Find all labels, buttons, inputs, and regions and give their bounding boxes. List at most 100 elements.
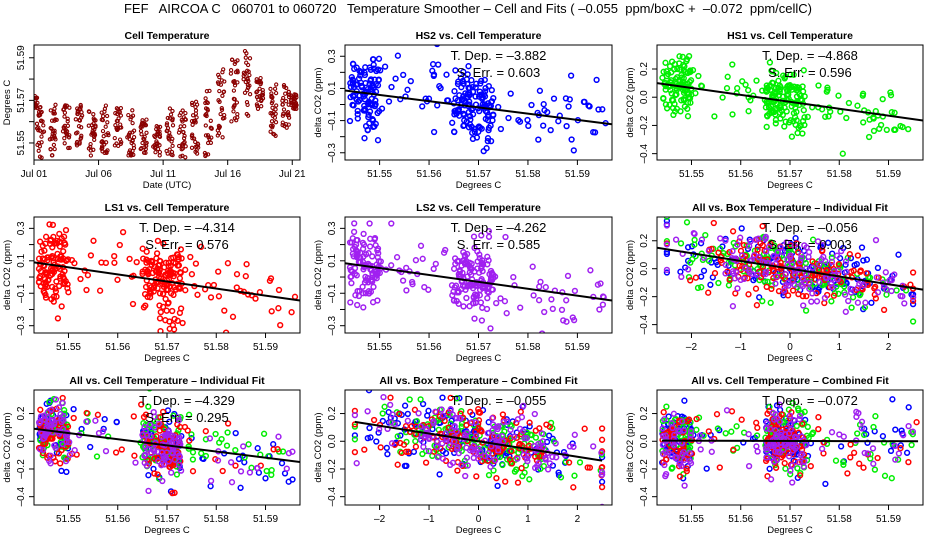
data-point bbox=[268, 86, 273, 92]
data-point bbox=[142, 451, 149, 458]
data-point bbox=[182, 124, 187, 129]
data-point bbox=[782, 271, 789, 278]
fit-annotation: S. Err. = 0.576 bbox=[145, 237, 228, 252]
data-point bbox=[369, 102, 376, 109]
x-tick-label: 51.56 bbox=[417, 169, 442, 180]
data-layer bbox=[34, 390, 300, 497]
data-point bbox=[564, 336, 569, 341]
data-point bbox=[494, 482, 501, 490]
data-point bbox=[670, 410, 678, 417]
data-point bbox=[827, 108, 834, 115]
data-point bbox=[908, 441, 915, 449]
data-point bbox=[460, 80, 467, 87]
data-point bbox=[151, 470, 158, 477]
data-point bbox=[176, 453, 183, 461]
y-tick-label: 0.3 bbox=[327, 221, 338, 235]
fit-annotation: T. Dep. = –0.055 bbox=[451, 393, 547, 408]
panel-all-vs-box-combined: All vs. Box Temperature – Combined Fit–2… bbox=[313, 375, 613, 536]
data-point bbox=[346, 117, 354, 125]
data-point bbox=[93, 453, 101, 460]
data-point bbox=[475, 124, 482, 131]
data-point bbox=[763, 123, 770, 131]
data-point bbox=[351, 264, 359, 272]
data-point bbox=[754, 424, 761, 431]
data-point bbox=[463, 454, 471, 461]
data-point bbox=[38, 248, 45, 255]
data-point bbox=[406, 396, 413, 403]
data-point bbox=[681, 87, 689, 95]
data-point bbox=[715, 249, 722, 256]
data-point bbox=[567, 72, 575, 79]
data-point bbox=[229, 57, 235, 62]
data-point bbox=[417, 423, 424, 430]
data-point bbox=[778, 411, 785, 418]
data-point bbox=[46, 221, 53, 228]
x-tick-label: –1 bbox=[423, 514, 435, 525]
data-point bbox=[187, 253, 194, 261]
data-point bbox=[766, 426, 774, 433]
data-point bbox=[499, 461, 506, 469]
data-point bbox=[460, 93, 467, 100]
data-point bbox=[243, 55, 248, 60]
data-point bbox=[354, 301, 361, 309]
data-point bbox=[581, 98, 588, 106]
data-point bbox=[856, 460, 863, 467]
data-point bbox=[48, 147, 53, 152]
data-point bbox=[430, 265, 437, 273]
data-point bbox=[401, 402, 409, 409]
data-point bbox=[668, 96, 676, 104]
data-point bbox=[67, 145, 72, 151]
data-point bbox=[772, 434, 780, 441]
x-tick-label: 51.55 bbox=[56, 514, 81, 525]
data-point bbox=[216, 81, 221, 86]
data-point bbox=[660, 409, 667, 416]
data-point bbox=[745, 87, 752, 94]
data-point bbox=[374, 82, 382, 89]
data-point bbox=[843, 114, 850, 122]
data-point bbox=[863, 256, 871, 263]
data-point bbox=[767, 476, 775, 483]
data-point bbox=[527, 431, 534, 438]
data-point bbox=[269, 119, 275, 124]
data-point bbox=[598, 483, 606, 491]
data-point bbox=[449, 411, 456, 418]
data-point bbox=[129, 114, 134, 120]
data-point bbox=[207, 294, 215, 301]
data-point bbox=[451, 128, 458, 136]
data-point bbox=[275, 433, 282, 440]
data-point bbox=[74, 143, 80, 148]
data-point bbox=[478, 317, 486, 324]
data-point bbox=[687, 428, 695, 435]
data-point bbox=[180, 119, 185, 124]
data-point bbox=[460, 122, 467, 130]
data-point bbox=[407, 77, 414, 85]
data-point bbox=[159, 477, 166, 485]
data-point bbox=[181, 129, 186, 135]
data-point bbox=[277, 321, 284, 329]
data-point bbox=[194, 291, 201, 298]
data-point bbox=[526, 423, 533, 430]
data-point bbox=[168, 112, 174, 117]
data-point bbox=[490, 111, 497, 118]
data-point bbox=[220, 135, 225, 140]
data-point bbox=[178, 124, 183, 129]
data-point bbox=[273, 90, 279, 96]
data-point bbox=[669, 424, 676, 432]
data-point bbox=[388, 262, 395, 269]
data-point bbox=[39, 134, 44, 139]
data-point bbox=[219, 105, 224, 111]
data-point bbox=[153, 150, 158, 155]
data-point bbox=[562, 458, 569, 466]
data-point bbox=[464, 80, 471, 88]
data-point bbox=[724, 73, 731, 80]
data-point bbox=[208, 118, 213, 123]
data-point bbox=[348, 279, 355, 287]
data-point bbox=[189, 100, 195, 106]
data-point bbox=[207, 483, 214, 490]
data-point bbox=[88, 141, 93, 147]
data-point bbox=[241, 77, 246, 82]
data-point bbox=[35, 105, 40, 111]
data-point bbox=[771, 105, 779, 112]
data-point bbox=[792, 458, 799, 465]
data-point bbox=[593, 76, 600, 84]
